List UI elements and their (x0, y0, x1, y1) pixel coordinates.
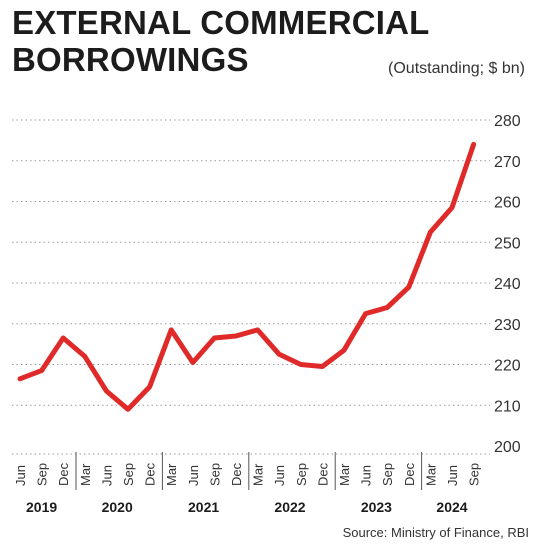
y-tick-label: 250 (494, 235, 521, 252)
x-tick-label: Sep (467, 463, 482, 486)
year-label: 2021 (188, 499, 219, 515)
chart-title-line-1: EXTERNAL COMMERCIAL (12, 4, 430, 41)
x-tick-label: Jun (186, 465, 201, 486)
unit-label: (Outstanding; $ bn) (388, 60, 525, 77)
y-tick-label: 200 (494, 439, 521, 456)
x-tick-label: Jun (13, 465, 28, 486)
x-tick-label: Dec (402, 462, 417, 486)
y-tick-label: 280 (494, 113, 521, 130)
x-tick-label: Dec (56, 462, 71, 486)
x-tick-label: Dec (143, 462, 158, 486)
chart-title: EXTERNAL COMMERCIAL BORROWINGS (12, 4, 430, 78)
x-tick-label: Mar (337, 463, 352, 486)
x-tick-label: Dec (315, 462, 330, 486)
x-tick-label: Mar (164, 463, 179, 486)
x-tick-label: Jun (99, 465, 114, 486)
y-tick-label: 230 (494, 317, 521, 334)
x-tick-label: Jun (445, 465, 460, 486)
y-tick-label: 260 (494, 195, 521, 212)
y-tick-label: 210 (494, 398, 521, 415)
chart-title-line-2: BORROWINGS (12, 41, 249, 78)
year-label: 2023 (361, 499, 392, 515)
x-tick-label: Dec (229, 462, 244, 486)
x-tick-label: Jun (272, 465, 287, 486)
x-tick-label: Mar (78, 463, 93, 486)
year-label: 2022 (274, 499, 305, 515)
x-tick-label: Mar (423, 463, 438, 486)
x-tick-label: Mar (251, 463, 266, 486)
year-label: 2020 (102, 499, 133, 515)
y-tick-label: 270 (494, 154, 521, 171)
y-tick-label: 220 (494, 358, 521, 375)
x-tick-label: Jun (359, 465, 374, 486)
x-tick-label: Sep (207, 463, 222, 486)
x-tick-label: Sep (35, 463, 50, 486)
x-tick-label: Sep (380, 463, 395, 486)
year-label: 2024 (436, 499, 467, 515)
x-tick-label: Sep (121, 463, 136, 486)
y-tick-label: 240 (494, 276, 521, 293)
source-note: Source: Ministry of Finance, RBI (342, 525, 529, 540)
year-label: 2019 (26, 499, 57, 515)
series-line (17, 141, 477, 412)
x-tick-label: Sep (294, 463, 309, 486)
